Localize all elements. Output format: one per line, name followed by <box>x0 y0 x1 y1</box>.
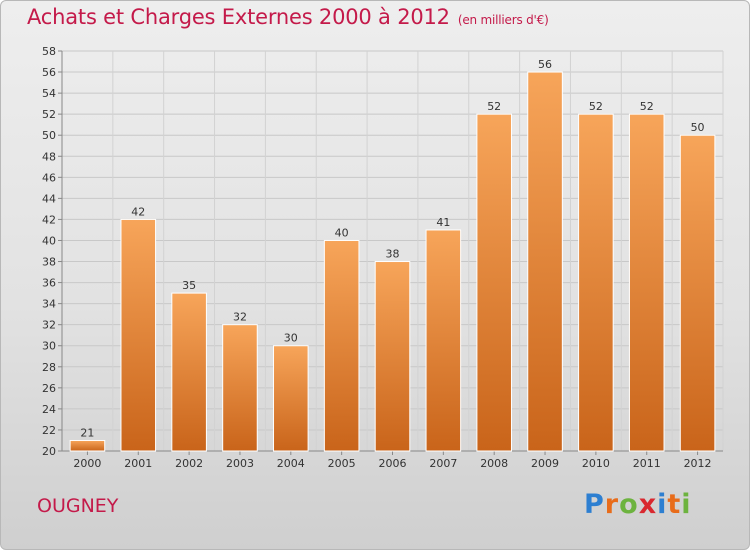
logo-letter: t <box>667 489 682 520</box>
x-tick-label: 2012 <box>684 457 712 470</box>
x-tick-label: 2011 <box>633 457 661 470</box>
bar <box>69 439 106 452</box>
x-tick-label: 2003 <box>226 457 254 470</box>
y-tick-label: 42 <box>42 213 56 226</box>
y-tick-label: 40 <box>42 234 56 247</box>
x-tick-label: 2009 <box>531 457 559 470</box>
x-tick-label: 2004 <box>277 457 305 470</box>
y-tick-label: 32 <box>42 319 56 332</box>
x-tick-label: 2002 <box>175 457 203 470</box>
logo-letter: P <box>584 489 605 520</box>
data-label: 38 <box>386 248 400 261</box>
bar <box>578 113 614 452</box>
y-tick-label: 58 <box>42 45 56 58</box>
y-tick-label: 28 <box>42 361 56 374</box>
data-label: 40 <box>335 226 349 239</box>
x-tick-label: 2000 <box>73 457 101 470</box>
x-tick-label: 2010 <box>582 457 610 470</box>
bar <box>425 229 462 452</box>
data-label: 30 <box>284 332 298 345</box>
data-label: 56 <box>538 58 552 71</box>
bar <box>323 239 360 452</box>
bar <box>222 324 258 452</box>
y-tick-label: 24 <box>42 403 56 416</box>
bar <box>476 113 512 452</box>
bar <box>273 345 309 452</box>
x-tick-label: 2001 <box>124 457 152 470</box>
commune-name: OUGNEY <box>37 495 119 517</box>
bar <box>120 218 157 452</box>
x-tick-label: 2007 <box>429 457 457 470</box>
chart-title-text: Achats et Charges Externes 2000 à 2012 <box>27 5 450 29</box>
y-tick-label: 50 <box>42 129 56 142</box>
data-label: 21 <box>80 426 94 439</box>
data-label: 52 <box>589 100 603 113</box>
y-tick-label: 56 <box>42 66 56 79</box>
chart-title: Achats et Charges Externes 2000 à 2012 (e… <box>27 5 549 29</box>
y-tick-label: 36 <box>42 277 56 290</box>
x-tick-label: 2008 <box>480 457 508 470</box>
logo-letter: r <box>604 489 620 520</box>
logo-letter: i <box>657 489 668 520</box>
y-tick-label: 26 <box>42 382 56 395</box>
data-label: 52 <box>487 100 501 113</box>
y-tick-label: 20 <box>42 445 56 458</box>
data-label: 52 <box>640 100 654 113</box>
y-tick-label: 22 <box>42 424 56 437</box>
bar <box>679 134 716 452</box>
proxiti-logo: Proxiti <box>584 489 692 520</box>
data-label: 35 <box>182 279 196 292</box>
logo-letter: o <box>619 489 639 520</box>
bar <box>628 113 665 452</box>
logo-letter: x <box>638 489 658 520</box>
y-tick-label: 30 <box>42 340 56 353</box>
bar <box>171 292 207 452</box>
data-label: 41 <box>436 216 450 229</box>
y-tick-label: 44 <box>42 192 56 205</box>
y-tick-label: 38 <box>42 256 56 269</box>
y-tick-label: 54 <box>42 87 56 100</box>
y-tick-label: 52 <box>42 108 56 121</box>
data-label: 32 <box>233 311 247 324</box>
x-tick-label: 2006 <box>379 457 407 470</box>
data-label: 42 <box>131 205 145 218</box>
data-label: 50 <box>691 121 705 134</box>
chart-unit: (en milliers d'€) <box>457 13 549 27</box>
bar <box>527 71 563 452</box>
y-tick-label: 46 <box>42 171 56 184</box>
bar <box>374 261 411 452</box>
x-tick-label: 2005 <box>328 457 356 470</box>
y-tick-label: 48 <box>42 150 56 163</box>
y-tick-label: 34 <box>42 298 56 311</box>
logo-letter: i <box>681 489 692 520</box>
